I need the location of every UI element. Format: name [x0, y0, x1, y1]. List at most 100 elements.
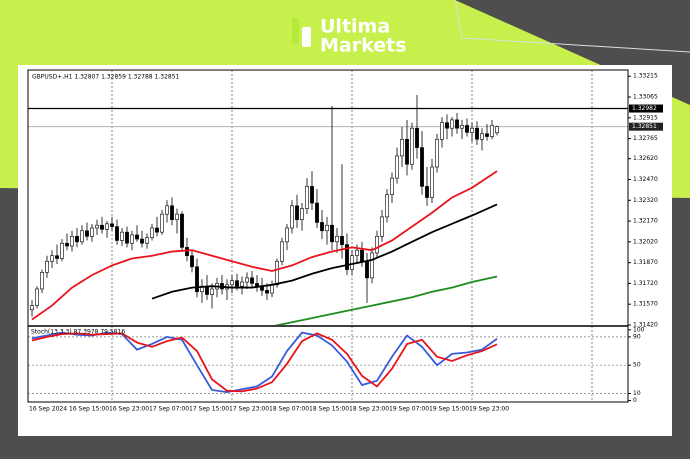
x-tick-label: 16 Sep 23:00 [109, 406, 149, 413]
candle-body [480, 133, 484, 140]
x-tick-label: 16 Sep 15:00 [69, 406, 109, 413]
y-tick-label: 10 [633, 390, 641, 397]
candle-body [235, 280, 239, 287]
candle-body [190, 255, 194, 268]
candle-body [250, 277, 254, 284]
candle-body [370, 252, 374, 279]
candle-body [440, 122, 444, 140]
candle-body [380, 216, 384, 237]
candle-body [330, 224, 334, 243]
candle-body [375, 236, 379, 254]
price-tag-label: 1.32982 [632, 105, 657, 112]
candle-body [345, 244, 349, 270]
candle-body [385, 194, 389, 218]
x-tick-label: 17 Sep 23:00 [229, 406, 269, 413]
candle-body [295, 205, 299, 220]
price-tag-label: 1.32851 [632, 123, 657, 130]
candle-body [145, 237, 149, 244]
x-tick-label: 19 Sep 15:00 [429, 406, 469, 413]
y-tick-label: 100 [633, 326, 645, 333]
y-tick-label: 1.31720 [633, 280, 658, 287]
candle-body [410, 127, 414, 165]
oscillator-line [31, 332, 498, 393]
candle-body [60, 242, 64, 259]
candle-body [405, 138, 409, 165]
y-tick-label: 1.31420 [633, 322, 658, 329]
candle-body [165, 205, 169, 215]
y-tick-label: 1.32620 [633, 155, 658, 162]
y-tick-label: 1.32170 [633, 218, 658, 225]
x-tick-label: 17 Sep 07:00 [149, 406, 189, 413]
y-tick-label: 1.31870 [633, 259, 658, 266]
price-tag [629, 122, 663, 131]
candle-body [35, 288, 39, 306]
candle-body [465, 125, 469, 133]
logo-icon [292, 18, 299, 44]
candle-body [115, 226, 119, 241]
candle-body [210, 288, 214, 295]
candle-body [280, 241, 284, 262]
candle-body [290, 205, 294, 229]
brand-text: Ultima [320, 16, 390, 38]
candle-body [55, 255, 59, 259]
candle-body [70, 236, 74, 247]
candle-body [395, 155, 399, 179]
candle-body [450, 119, 454, 129]
logo: Ultima Markets [292, 16, 407, 57]
x-tick-label: 18 Sep 07:00 [269, 406, 309, 413]
candle-body [30, 305, 34, 311]
candle-body [265, 290, 269, 294]
logo-icon [302, 27, 311, 47]
candle-body [415, 127, 419, 148]
y-tick-label: 1.32765 [633, 135, 658, 142]
candle-body [425, 186, 429, 198]
candle-body [490, 125, 494, 137]
candle-body [285, 227, 289, 243]
candle-body [50, 255, 54, 262]
candle-body [435, 138, 439, 168]
candle-body [320, 222, 324, 232]
oscillator-title: Stoch(13,3,3) 87.3978 79.5816 [31, 329, 125, 336]
candle-body [420, 147, 424, 187]
candle-body [135, 234, 139, 240]
y-tick-label: 1.31570 [633, 301, 658, 308]
candle-body [350, 255, 354, 270]
chart-header: GBPUSD+,H1 1.32807 1.32859 1.32788 1.328… [32, 74, 180, 81]
y-tick-label: 0 [633, 397, 637, 404]
brand-text: Markets [320, 35, 407, 57]
y-tick-label: 1.32470 [633, 176, 658, 183]
candle-body [85, 230, 89, 237]
candle-body [240, 281, 244, 287]
candle-body [125, 231, 129, 244]
candle-body [275, 260, 279, 286]
candle-body [80, 230, 84, 243]
candle-body [255, 283, 259, 287]
candle-body [460, 125, 464, 129]
y-tick-label: 1.32915 [633, 114, 658, 121]
candle-body [140, 238, 144, 244]
candle-body [185, 247, 189, 257]
candle-body [340, 236, 344, 245]
candle-body [355, 249, 359, 257]
candle-body [360, 249, 364, 262]
candle-body [110, 223, 114, 227]
candle-body [100, 224, 104, 230]
candle-body [45, 260, 49, 273]
candle-body [40, 272, 44, 290]
candle-body [170, 205, 174, 220]
candle-body [75, 236, 79, 243]
candle-body [455, 119, 459, 129]
candle-body [430, 166, 434, 198]
candle-body [325, 224, 329, 232]
y-tick-label: 1.33065 [633, 94, 658, 101]
candle-body [230, 280, 234, 286]
candle-body [475, 127, 479, 140]
oscillator-line [31, 331, 498, 394]
x-tick-label: 16 Sep 2024 [29, 406, 67, 413]
x-tick-label: 19 Sep 23:00 [469, 406, 509, 413]
candle-body [445, 122, 449, 129]
candle-body [300, 208, 304, 220]
candle-body [245, 277, 249, 283]
candles [30, 94, 499, 317]
